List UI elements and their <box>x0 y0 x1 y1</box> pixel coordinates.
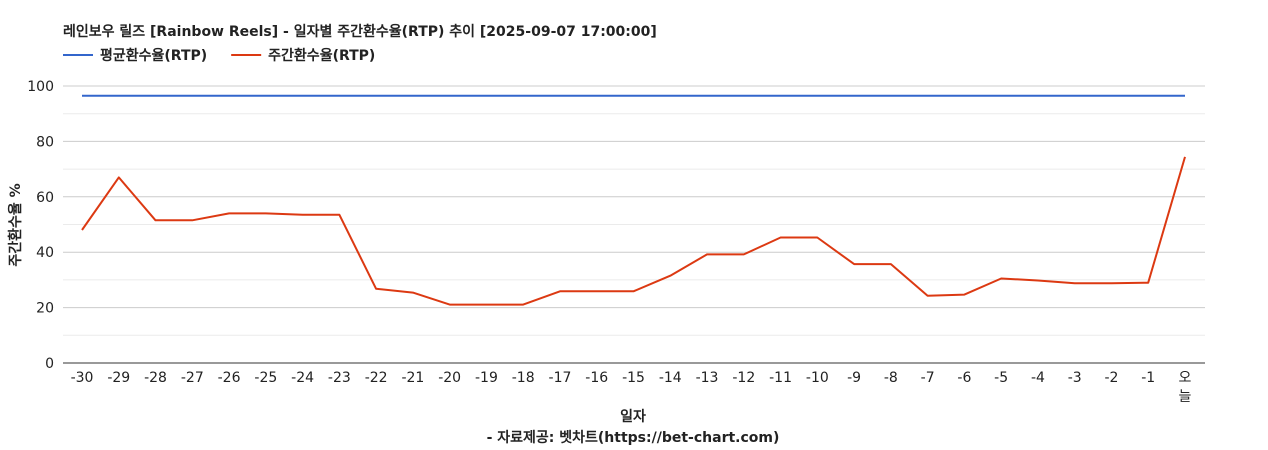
x-tick-label: -8 <box>884 370 898 386</box>
series-line-weekly-rtp <box>81 156 1186 306</box>
legend-label: 주간환수율(RTP) <box>268 47 375 64</box>
chart-title: 레인보우 릴즈 [Rainbow Reels] - 일자별 주간환수율(RTP)… <box>63 23 657 40</box>
legend-label: 평균환수율(RTP) <box>100 47 207 64</box>
x-tick-label: -4 <box>1031 370 1045 386</box>
x-tick-label: -24 <box>291 370 314 386</box>
x-tick-label: -9 <box>847 370 861 386</box>
gridlines <box>63 85 1205 336</box>
x-tick-label: -27 <box>181 370 204 386</box>
y-axis-title: 주간환수율 % <box>7 183 24 266</box>
y-tick-label: 40 <box>36 245 54 261</box>
series-layer <box>81 94 1186 306</box>
x-tick-label: -11 <box>769 370 792 386</box>
x-tick-label: -1 <box>1141 370 1155 386</box>
x-tick-label: -25 <box>254 370 277 386</box>
x-axis-title: 일자 <box>620 409 646 425</box>
x-tick-label: -6 <box>957 370 971 386</box>
x-tick-label: -16 <box>585 370 608 386</box>
x-tick-label: -10 <box>806 370 829 386</box>
y-tick-label: 100 <box>27 79 54 95</box>
legend: 평균환수율(RTP) 주간환수율(RTP) <box>63 47 375 64</box>
x-tick-label: -15 <box>622 370 645 386</box>
y-tick-label: 80 <box>36 134 54 150</box>
x-tick-label: -28 <box>144 370 167 386</box>
x-tick-label: -19 <box>475 370 498 386</box>
x-tick-label: -17 <box>549 370 572 386</box>
x-tick-label: -26 <box>218 370 241 386</box>
y-tick-label: 60 <box>36 190 54 206</box>
x-tick-label: -20 <box>438 370 461 386</box>
x-tick-label: -2 <box>1104 370 1118 386</box>
x-tick-label: -12 <box>732 370 755 386</box>
x-tick-label: -7 <box>921 370 935 386</box>
x-tick-label: -5 <box>994 370 1008 386</box>
x-tick-label: -13 <box>696 370 719 386</box>
x-axis-ticks: -30 -29 -28 -27 -26 -25 -24 -23 -22 -21 -20 -19 -18-… <box>71 370 1192 405</box>
x-tick-label: -29 <box>107 370 130 386</box>
x-tick-label: -21 <box>401 370 424 386</box>
x-tick-label: -22 <box>365 370 388 386</box>
y-tick-label: 20 <box>36 301 54 317</box>
x-tick-label: -18 <box>512 370 535 386</box>
y-axis-ticks: 0 20 40 60 80 100 <box>27 79 54 372</box>
source-credit: - 자료제공: 벳차트(https://bet-chart.com) <box>487 429 780 446</box>
x-tick-label: -14 <box>659 370 682 386</box>
x-tick-label: -3 <box>1068 370 1082 386</box>
x-tick-label: -23 <box>328 370 351 386</box>
x-tick-label: -30 <box>71 370 94 386</box>
y-tick-label: 0 <box>45 356 54 372</box>
